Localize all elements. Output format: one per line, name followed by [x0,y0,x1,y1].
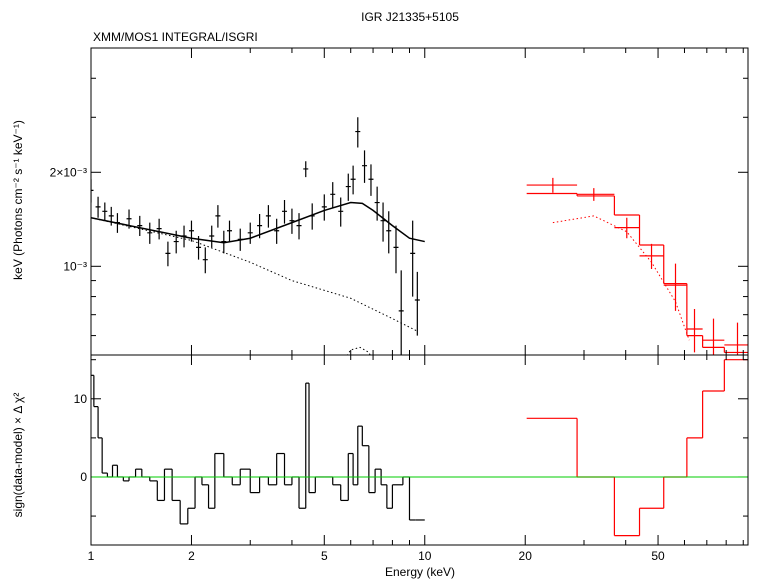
data-point [686,308,703,353]
model-component [346,346,371,355]
data-point [386,211,392,254]
data-point [380,202,386,242]
data-point [393,225,399,274]
x-tick-label: 1 [88,549,95,563]
x-tick-label: 20 [519,549,533,563]
x-axis-label: Energy (keV) [385,565,455,579]
data-point [95,196,101,218]
step-riser [576,359,725,536]
data-point [303,161,309,178]
data-point [330,182,336,208]
data-point [137,215,143,237]
data-point [309,203,315,230]
data-point [296,213,302,240]
plot-area [91,359,748,537]
data-point [663,263,687,311]
data-point [724,322,748,355]
data-point [102,202,108,221]
step-riser [576,193,725,353]
data-point [368,164,374,196]
x-tick-label: 10 [418,549,432,563]
data-point [202,247,208,274]
data-point [374,186,380,221]
model-line [91,201,425,244]
data-point [282,200,288,224]
y-tick-label: 2×10⁻³ [50,165,87,179]
data-point [355,117,361,148]
data-point [350,165,356,195]
panel-frame [90,354,749,546]
data-point [639,243,664,270]
data-point [289,208,295,234]
data-point [91,179,94,203]
data-point [362,150,368,183]
data-point [577,188,615,201]
x-tick-label: 2 [188,549,195,563]
x-tick-label: 5 [321,549,328,563]
data-point [338,197,344,227]
data-point [410,220,416,297]
data-point [398,270,404,355]
data-point [196,236,202,260]
data-point [345,173,351,201]
data-point [414,271,420,336]
step-riser [93,375,411,524]
data-point [274,218,280,244]
data-point [165,241,171,267]
data-point [526,177,578,193]
y-tick-label: 0 [80,470,87,484]
chart-title: IGR J21335+5105 [361,10,459,24]
data-point [209,225,215,248]
data-point [321,194,327,221]
data-point [227,220,233,242]
y-tick-label: 10 [74,392,88,406]
data-point [265,205,271,228]
panel-frame [90,47,749,356]
model-component [552,215,690,341]
data-point [156,218,162,240]
y-axis-label: keV (Photons cm⁻² s⁻¹ keV⁻¹) [11,120,25,280]
plot-area [91,117,748,355]
y-tick-label: 10⁻³ [63,259,87,273]
data-point [247,222,253,244]
data-point [215,205,221,228]
y-axis-label: sign(data-model) × Δ χ² [11,393,25,518]
data-point [702,318,725,355]
x-tick-label: 50 [651,549,665,563]
chart-subtitle: XMM/MOS1 INTEGRAL/ISGRI [93,30,258,44]
data-point [147,222,153,244]
